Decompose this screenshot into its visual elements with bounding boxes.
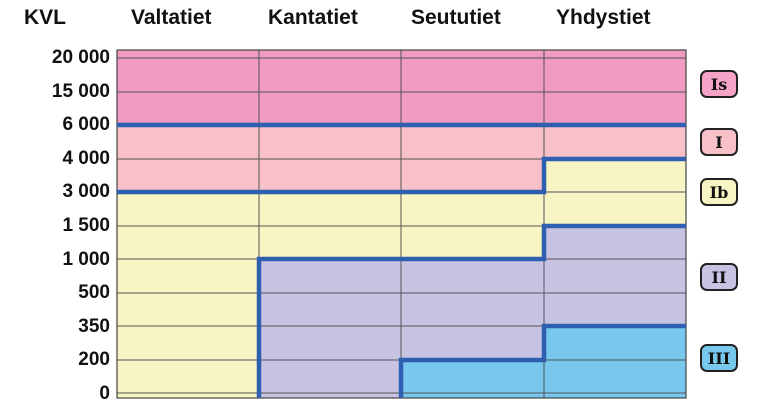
column-header-yhdystiet: Yhdystiet xyxy=(556,6,651,29)
row-label-0: 0 xyxy=(99,383,110,404)
corner-label: KVL xyxy=(24,6,66,29)
class-badge-i: I xyxy=(700,128,738,156)
class-badge-iii: III xyxy=(700,344,738,372)
column-header-kantatiet: Kantatiet xyxy=(268,6,358,29)
zone-i-yhdystiet xyxy=(544,125,686,159)
zone-ii-yhdystiet xyxy=(544,226,686,326)
boundary-ib-ii xyxy=(256,223,686,398)
row-label-4000: 4 000 xyxy=(62,148,110,169)
row-label-1500: 1 500 xyxy=(62,215,110,236)
class-badge-is: Is xyxy=(700,70,738,98)
row-label-15000: 15 000 xyxy=(51,81,110,102)
row-label-350: 350 xyxy=(78,316,110,337)
row-label-20000: 20 000 xyxy=(51,47,110,68)
class-badge-ib: Ib xyxy=(700,178,738,206)
row-label-1000: 1 000 xyxy=(62,249,110,270)
column-header-valtatiet: Valtatiet xyxy=(131,6,212,29)
column-header-seututiet: Seututiet xyxy=(411,6,501,29)
zone-ii-kantatiet xyxy=(259,259,401,398)
row-label-200: 200 xyxy=(78,349,110,370)
zone-ib-valtatiet xyxy=(117,192,259,398)
row-label-6000: 6 000 xyxy=(62,114,110,135)
zone-ii-seututiet xyxy=(401,259,544,360)
boundary-i-ib xyxy=(117,156,686,195)
boundary-ii-iii xyxy=(398,323,686,398)
row-label-3000: 3 000 xyxy=(62,181,110,202)
zone-iii-yhdystiet xyxy=(544,326,686,398)
zone-iii-seututiet xyxy=(401,360,544,398)
class-badge-ii: II xyxy=(700,263,738,291)
row-label-500: 500 xyxy=(78,282,110,303)
